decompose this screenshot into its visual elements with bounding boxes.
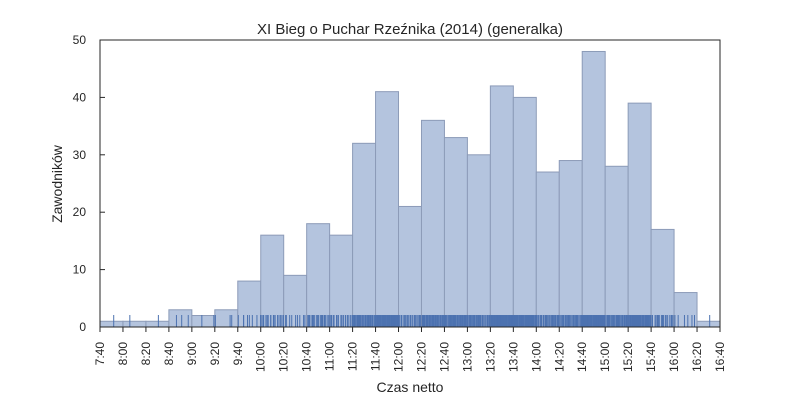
plot-frame	[99, 39, 721, 328]
histogram-bar	[535, 171, 560, 328]
histogram-bar	[673, 292, 698, 328]
x-tick-label: 12:00	[392, 342, 406, 372]
histogram-bar	[650, 228, 675, 328]
x-tick-label: 8:00	[116, 342, 130, 366]
y-axis-title: Zawodników	[49, 144, 65, 223]
histogram-bar	[489, 85, 514, 328]
y-tick-label: 40	[73, 90, 87, 104]
x-tick-label: 9:40	[231, 342, 245, 366]
x-tick-label: 7:40	[93, 342, 107, 366]
histogram-bar	[122, 320, 147, 328]
histogram-bar	[352, 142, 377, 328]
x-tick-label: 14:20	[552, 342, 566, 372]
histogram-bar	[306, 223, 331, 328]
histogram-bar	[443, 137, 468, 328]
histogram-bar	[260, 234, 285, 328]
x-tick-label: 16:40	[713, 342, 727, 372]
x-tick-label: 10:40	[300, 342, 314, 372]
x-tick-label: 11:00	[323, 342, 337, 371]
y-tick-label: 30	[73, 148, 87, 162]
histogram-bar	[696, 320, 721, 328]
x-tick-label: 16:20	[690, 342, 704, 372]
histogram-bar	[398, 205, 422, 328]
y-tick-label: 10	[73, 263, 87, 277]
x-tick-label: 13:00	[460, 342, 474, 372]
x-tick-label: 15:00	[598, 342, 612, 372]
x-tick-label: 13:20	[483, 342, 497, 372]
x-tick-label: 8:20	[139, 342, 153, 366]
x-tick-label: 8:40	[162, 342, 176, 366]
y-tick-label: 20	[73, 205, 87, 219]
histogram-bar	[214, 309, 239, 328]
histogram-bar	[329, 234, 354, 328]
rug-layer	[113, 315, 711, 327]
histogram-bar	[604, 165, 629, 328]
y-tick-label: 50	[73, 33, 87, 47]
x-tick-label: 9:20	[208, 342, 222, 366]
x-tick-label: 15:40	[644, 342, 658, 372]
x-tick-label: 10:20	[277, 342, 291, 372]
x-tick-label: 13:40	[506, 342, 520, 372]
histogram-bar	[627, 102, 652, 328]
histogram-bar	[191, 315, 216, 328]
x-tick-label: 14:00	[529, 342, 543, 372]
x-tick-label: 11:40	[369, 342, 383, 371]
y-axis: 0 10 20 30 40 50	[73, 33, 105, 334]
x-tick-label: 12:20	[414, 342, 428, 372]
x-axis: 7:40 8:00 8:20 8:40 9:00 9:20 9:40 10:00 10:20 10…	[93, 327, 727, 372]
histogram-bar	[512, 96, 537, 328]
x-tick-label: 16:00	[667, 342, 681, 372]
chart-title: XI Bieg o Puchar Rzeźnika (2014) (genera…	[257, 21, 563, 38]
x-tick-label: 10:00	[254, 342, 268, 372]
x-tick-label: 9:00	[185, 342, 199, 366]
histogram-bar	[581, 50, 606, 328]
bars-layer	[99, 50, 721, 328]
histogram-bar	[466, 154, 491, 328]
x-tick-label: 12:40	[437, 342, 451, 372]
histogram-bar	[145, 320, 170, 328]
x-axis-title: Czas netto	[377, 379, 444, 395]
x-tick-label: 15:20	[621, 342, 635, 372]
histogram-bar	[420, 119, 445, 328]
x-tick-label: 11:20	[346, 342, 360, 371]
x-tick-label: 14:40	[575, 342, 589, 372]
histogram-bar	[375, 91, 400, 328]
histogram-bar	[99, 320, 124, 328]
y-tick-label: 0	[79, 320, 86, 334]
histogram-bar	[558, 160, 583, 328]
